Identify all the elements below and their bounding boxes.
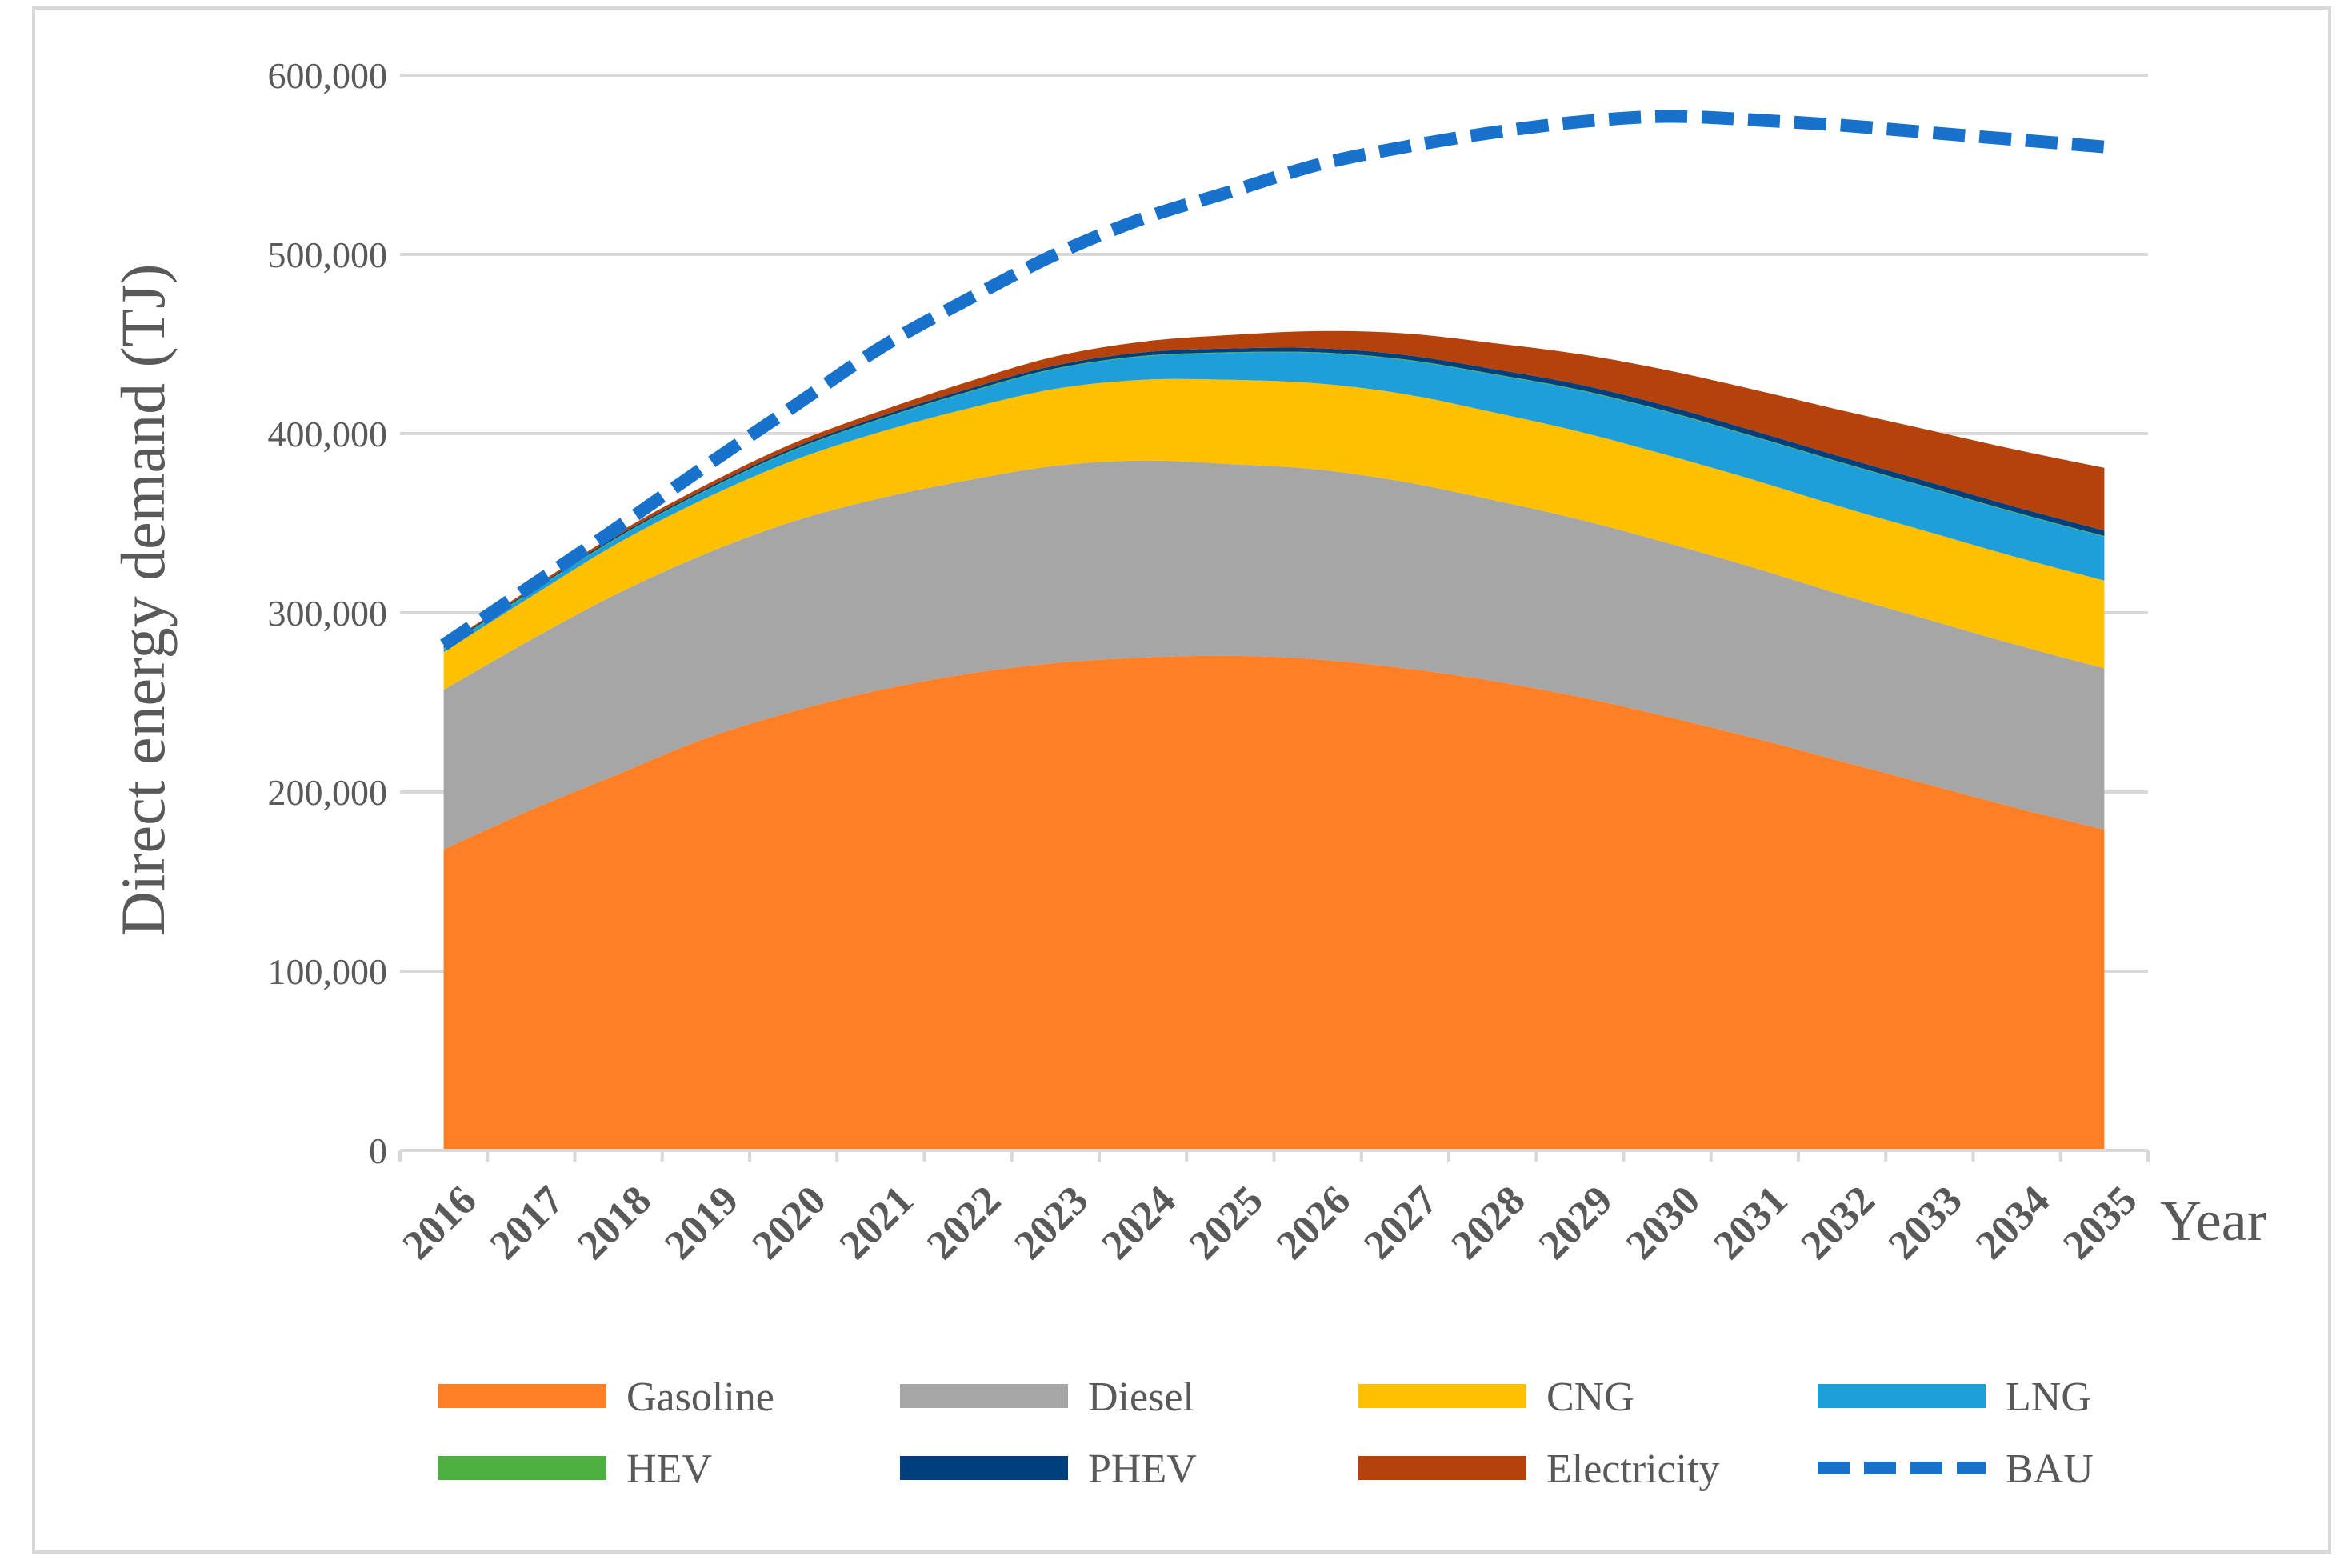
legend-label: PHEV xyxy=(1088,1446,1197,1492)
line-bau xyxy=(440,110,2106,650)
legend: Gasoline Diesel CNG LNG HEV PHEV Electricity BA… xyxy=(438,1374,2094,1492)
y-tick-label: 100,000 xyxy=(268,951,388,992)
legend-label: Diesel xyxy=(1088,1374,1194,1420)
x-axis-label: Year xyxy=(2160,1189,2266,1253)
legend-label: BAU xyxy=(2006,1446,2094,1492)
area-series xyxy=(443,330,2105,1150)
legend-item-cng: CNG xyxy=(1358,1374,1634,1420)
area-lng xyxy=(443,352,2105,653)
y-axis-label: Direct energy demand (TJ) xyxy=(108,263,178,936)
legend-swatch xyxy=(438,1456,606,1480)
area-diesel xyxy=(443,460,2105,850)
legend-item-diesel: Diesel xyxy=(900,1374,1194,1420)
legend-swatch xyxy=(1358,1384,1526,1408)
legend-swatch xyxy=(1358,1456,1526,1480)
y-tick-label: 300,000 xyxy=(268,593,388,634)
legend-swatch xyxy=(900,1384,1068,1408)
legend-item-gasoline: Gasoline xyxy=(438,1374,774,1420)
legend-swatch xyxy=(438,1384,606,1408)
y-tick-label: 500,000 xyxy=(268,234,388,275)
legend-item-lng: LNG xyxy=(1818,1374,2091,1420)
legend-label: Electricity xyxy=(1546,1446,1720,1492)
legend-item-hev: HEV xyxy=(438,1446,712,1492)
legend-item-electricity: Electricity xyxy=(1358,1446,1720,1492)
y-tick-label: 0 xyxy=(369,1130,387,1171)
legend-swatch xyxy=(1818,1384,1986,1408)
legend-label: Gasoline xyxy=(626,1374,774,1420)
y-tick-label: 200,000 xyxy=(268,772,388,813)
legend-label: LNG xyxy=(2006,1374,2091,1420)
legend-label: HEV xyxy=(626,1446,712,1492)
y-tick-label: 400,000 xyxy=(268,414,388,454)
legend-label: CNG xyxy=(1546,1374,1634,1420)
area-cng xyxy=(443,378,2105,690)
legend-swatch xyxy=(900,1456,1068,1480)
area-gasoline xyxy=(443,655,2105,1150)
axes xyxy=(398,1149,2150,1162)
legend-item-phev: PHEV xyxy=(900,1446,1197,1492)
line-series xyxy=(440,110,2106,650)
legend-item-bau: BAU xyxy=(1818,1446,2094,1492)
y-tick-labels: 0 100,000 200,000 300,000 400,000 500,000 600,… xyxy=(268,55,388,1171)
y-tick-label: 600,000 xyxy=(268,55,388,96)
area-electricity xyxy=(443,330,2105,647)
